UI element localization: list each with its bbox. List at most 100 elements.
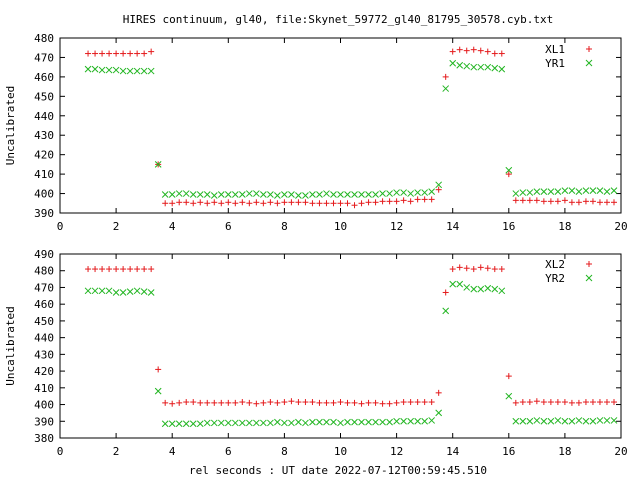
data-point-YR2 — [274, 418, 281, 426]
data-point-YR2-d2 — [175, 420, 183, 428]
plot-frame — [59, 37, 622, 214]
data-point-YR2-d2 — [421, 417, 429, 425]
data-point-YR1 — [316, 191, 323, 198]
data-point-XL2 — [484, 265, 491, 272]
data-point-YR2 — [344, 418, 351, 426]
data-point-YR1-d2 — [245, 190, 253, 197]
data-point-XL1 — [442, 73, 449, 80]
data-point-YR2 — [442, 307, 450, 315]
data-point-XL1 — [267, 199, 274, 206]
data-point-XL1 — [456, 46, 463, 53]
data-point-YR1-d2 — [267, 191, 274, 198]
data-point-XL1 — [554, 198, 561, 205]
data-point-XL2 — [148, 266, 155, 273]
data-point-YR1-d2 — [351, 191, 358, 198]
x-tick-label: 14 — [446, 220, 460, 233]
data-point-YR2-d2 — [505, 392, 513, 400]
data-point-YR2 — [210, 419, 218, 427]
data-point-XL2 — [134, 266, 141, 273]
data-point-YR1-d2 — [238, 191, 246, 198]
data-point-YR1 — [463, 62, 471, 70]
data-point-YR2 — [168, 420, 176, 428]
data-point-YR2-d2 — [302, 419, 309, 427]
data-point-YR2 — [147, 289, 155, 296]
data-point-YR1-d2 — [386, 190, 393, 197]
data-point-YR2 — [435, 409, 443, 417]
data-point-XL1 — [533, 197, 540, 204]
data-point-YR2 — [196, 420, 204, 428]
data-point-YR2 — [140, 288, 148, 295]
data-point-XL2 — [491, 266, 498, 273]
data-point-XL1 — [498, 50, 505, 57]
data-point-YR1 — [407, 190, 414, 197]
data-point-XL1 — [218, 200, 225, 207]
data-point-YR1 — [182, 190, 190, 197]
data-point-XL1 — [477, 47, 484, 54]
data-point-YR1 — [477, 63, 485, 71]
data-point-YR1 — [238, 191, 246, 198]
data-point-YR1-d2 — [596, 187, 604, 194]
x-tick-label: 12 — [390, 445, 403, 458]
data-point-YR1 — [428, 188, 436, 195]
data-point-YR2-d2 — [568, 417, 576, 425]
data-point-XL2 — [106, 266, 113, 273]
data-point-XL2 — [197, 399, 204, 406]
data-point-YR2-d2 — [351, 418, 358, 426]
data-point-YR1-d2 — [365, 191, 372, 198]
data-point-YR1-d2 — [274, 192, 281, 199]
data-point-XL1 — [512, 197, 519, 204]
data-point-YR1-d2 — [547, 188, 555, 195]
data-point-YR1 — [505, 166, 513, 174]
data-point-YR2-d2 — [554, 417, 562, 424]
data-point-YR1 — [393, 189, 400, 196]
data-point-YR1-d2 — [189, 191, 197, 198]
data-point-XL1 — [225, 199, 232, 206]
data-point-XL1 — [85, 50, 92, 57]
data-point-YR2 — [498, 287, 506, 295]
y-tick-label: 450 — [34, 90, 54, 103]
data-point-YR2 — [582, 417, 590, 425]
data-point-XL1 — [148, 48, 155, 55]
data-point-XL2 — [309, 399, 316, 406]
data-point-YR2-d2 — [140, 288, 148, 295]
data-point-YR2 — [596, 417, 604, 424]
data-point-YR2 — [309, 418, 316, 426]
y-tick-label: 470 — [34, 281, 54, 294]
data-point-YR1 — [372, 191, 379, 198]
data-point-YR1-d2 — [323, 190, 330, 197]
data-point-YR1 — [309, 191, 316, 198]
data-point-YR2-d2 — [575, 417, 583, 424]
data-point-XL2 — [232, 399, 239, 406]
data-point-XL2 — [260, 399, 267, 406]
data-point-YR2-d2 — [428, 417, 436, 424]
data-point-YR2-d2 — [84, 287, 92, 295]
data-point-YR2-d2 — [365, 418, 372, 426]
y-tick-label: 420 — [34, 149, 54, 162]
data-point-YR2 — [337, 419, 344, 427]
data-point-XL2 — [512, 399, 519, 406]
data-point-YR1-d2 — [533, 188, 541, 195]
data-point-YR2-d2 — [196, 420, 204, 428]
data-point-XL2 — [176, 399, 183, 406]
data-point-YR2 — [477, 285, 485, 293]
data-point-XL1 — [589, 198, 596, 205]
data-point-YR1 — [400, 189, 407, 196]
data-point-XL2 — [547, 399, 554, 406]
data-point-YR2-d2 — [344, 418, 351, 426]
data-point-YR1 — [449, 59, 457, 67]
data-point-YR1 — [260, 191, 267, 198]
data-point-YR1-d2 — [203, 191, 211, 198]
data-point-YR1 — [603, 188, 611, 195]
data-point-YR1-d2 — [182, 190, 190, 197]
data-point-XL2 — [183, 399, 190, 406]
data-point-YR2-d2 — [91, 287, 99, 295]
data-point-YR1-d2 — [582, 187, 590, 194]
data-point-YR1 — [119, 67, 127, 75]
data-point-YR2-d2 — [217, 419, 225, 427]
data-point-XL1 — [302, 199, 309, 206]
data-point-YR2-d2 — [126, 288, 134, 295]
y-tick-label: 480 — [34, 265, 54, 278]
data-point-YR1-d2 — [554, 188, 562, 195]
x-tick-label: 18 — [558, 445, 571, 458]
legend-marker-XL1 — [586, 46, 592, 52]
